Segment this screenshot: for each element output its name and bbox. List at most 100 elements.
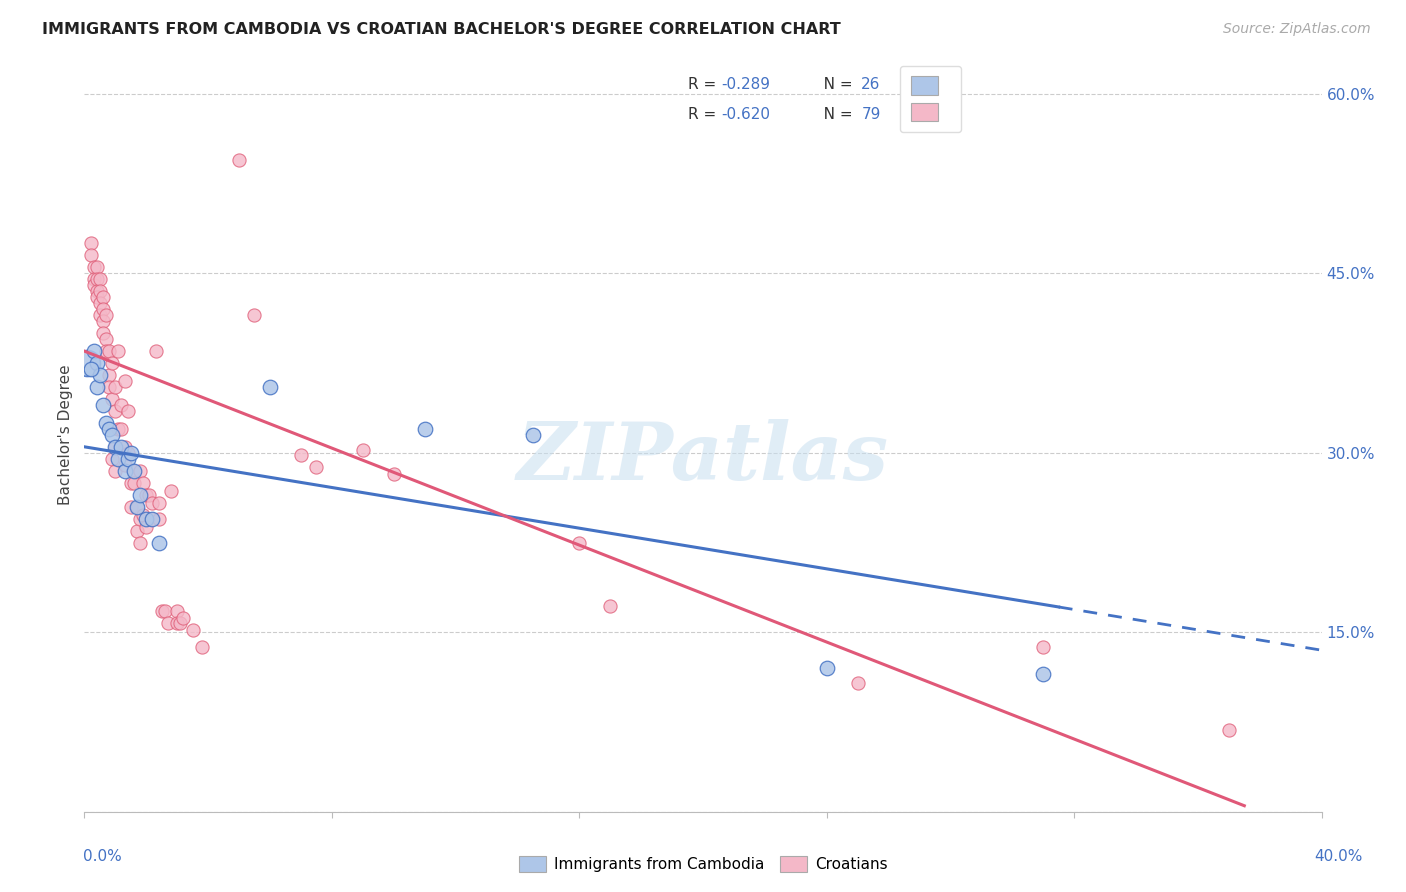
Point <box>153 604 176 618</box>
Point <box>101 392 124 406</box>
Point <box>1218 723 1240 738</box>
Text: -0.289: -0.289 <box>721 77 770 92</box>
Point <box>114 458 136 472</box>
Point <box>117 446 139 460</box>
Point <box>125 524 148 538</box>
Point <box>290 448 312 462</box>
Point <box>120 475 142 490</box>
Point <box>148 511 170 525</box>
Point <box>259 380 281 394</box>
Point <box>117 451 139 466</box>
Point <box>101 427 124 442</box>
Point <box>110 398 132 412</box>
Point <box>181 623 204 637</box>
Point <box>86 290 108 304</box>
Point <box>86 260 108 275</box>
Point <box>110 422 132 436</box>
Y-axis label: Bachelor's Degree: Bachelor's Degree <box>58 365 73 505</box>
Text: -0.620: -0.620 <box>721 107 770 122</box>
Point <box>91 326 114 340</box>
Point <box>120 500 142 514</box>
Point <box>522 427 544 442</box>
Point <box>79 362 101 376</box>
Point <box>79 236 101 251</box>
Point <box>125 500 148 514</box>
Point <box>148 535 170 549</box>
Point <box>98 380 121 394</box>
Legend: , : , <box>900 66 962 132</box>
Point <box>104 404 127 418</box>
Legend: Immigrants from Cambodia, Croatians: Immigrants from Cambodia, Croatians <box>512 848 894 880</box>
Point <box>89 368 111 382</box>
Point <box>305 460 328 475</box>
Point <box>79 248 101 262</box>
Point <box>132 508 155 522</box>
Point <box>1032 667 1054 681</box>
Point <box>135 488 157 502</box>
Text: IMMIGRANTS FROM CAMBODIA VS CROATIAN BACHELOR'S DEGREE CORRELATION CHART: IMMIGRANTS FROM CAMBODIA VS CROATIAN BAC… <box>42 22 841 37</box>
Point <box>83 278 105 293</box>
Point <box>132 475 155 490</box>
Point <box>148 496 170 510</box>
Point <box>117 404 139 418</box>
Point <box>110 440 132 454</box>
Point <box>89 296 111 310</box>
Text: R =: R = <box>688 77 721 92</box>
Point <box>83 272 105 286</box>
Point <box>76 356 98 370</box>
Point <box>94 308 117 322</box>
Point <box>228 153 250 167</box>
Text: 26: 26 <box>862 77 880 92</box>
Text: R =: R = <box>688 107 721 122</box>
Point <box>83 260 105 275</box>
Text: ZIPatlas: ZIPatlas <box>517 418 889 496</box>
Point <box>89 285 111 299</box>
Point <box>846 675 869 690</box>
Point <box>145 344 167 359</box>
Point <box>104 440 127 454</box>
Point <box>94 416 117 430</box>
Point <box>141 511 163 525</box>
Point <box>114 440 136 454</box>
Point <box>156 615 179 630</box>
Point <box>382 467 405 482</box>
Point <box>89 272 111 286</box>
Point <box>98 422 121 436</box>
Point <box>138 488 160 502</box>
Point <box>129 488 152 502</box>
Point <box>166 604 188 618</box>
Point <box>599 599 621 613</box>
Point <box>107 451 129 466</box>
Point <box>91 290 114 304</box>
Point <box>129 464 152 478</box>
Point <box>86 356 108 370</box>
Point <box>89 308 111 322</box>
Point <box>191 640 214 654</box>
Point <box>91 398 114 412</box>
Point <box>129 511 152 525</box>
Point <box>125 500 148 514</box>
Point <box>166 615 188 630</box>
Point <box>172 611 194 625</box>
Point <box>91 314 114 328</box>
Point <box>104 440 127 454</box>
Point <box>114 374 136 388</box>
Point <box>107 422 129 436</box>
Point <box>169 615 191 630</box>
Point <box>141 496 163 510</box>
Point <box>1032 640 1054 654</box>
Point <box>101 356 124 370</box>
Point <box>122 464 145 478</box>
Point <box>129 535 152 549</box>
Point <box>413 422 436 436</box>
Text: 40.0%: 40.0% <box>1315 849 1362 864</box>
Point <box>104 464 127 478</box>
Text: N =: N = <box>810 107 858 122</box>
Point <box>122 464 145 478</box>
Point <box>135 511 157 525</box>
Point <box>107 344 129 359</box>
Point <box>94 332 117 346</box>
Text: 79: 79 <box>862 107 880 122</box>
Point <box>114 464 136 478</box>
Point <box>86 285 108 299</box>
